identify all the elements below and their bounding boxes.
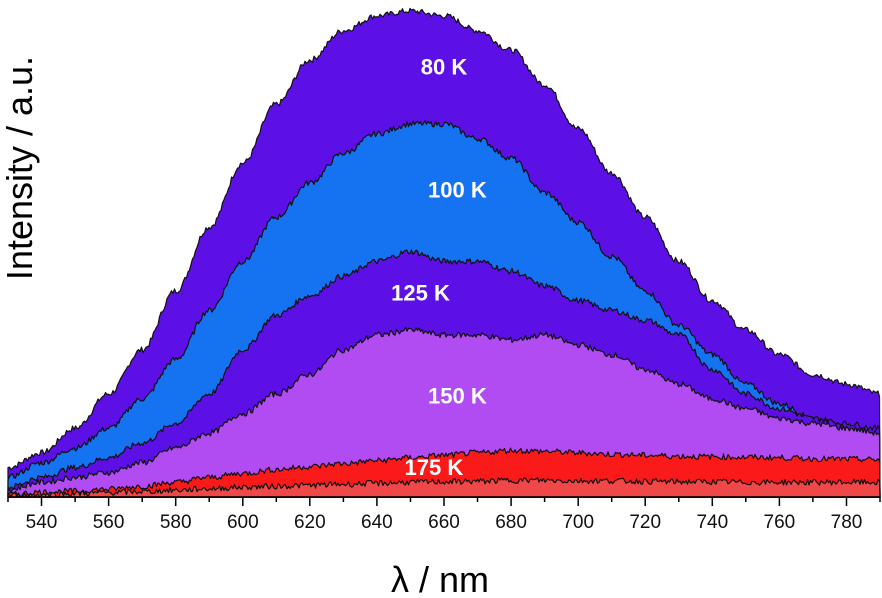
series-label: 125 K [391,281,450,306]
x-tick-label: 660 [428,512,460,533]
x-tick-label: 720 [629,512,661,533]
series-label: 150 K [428,384,487,409]
x-tick-label: 760 [764,512,796,533]
x-tick-label: 600 [227,512,259,533]
series-label: 100 K [428,178,487,203]
y-axis-label: Intensity / a.u. [0,56,40,280]
x-tick-label: 640 [361,512,393,533]
series-label: 175 K [405,455,464,480]
series-labels: 80 K 100 K 125 K 150 K 175 K [391,55,487,480]
series-areas [7,7,881,498]
series-area-baseline [7,477,881,498]
x-tick-label: 540 [26,512,58,533]
x-axis-ticks: 540 560 580 600 620 640 660 680 700 720 740 760 780 [7,497,881,533]
x-axis-label: λ / nm [391,559,489,598]
x-tick-label: 580 [160,512,192,533]
x-tick-label: 620 [294,512,326,533]
x-tick-label: 780 [831,512,863,533]
series-label: 80 K [421,55,468,80]
x-tick-label: 680 [495,512,527,533]
x-tick-label: 740 [696,512,728,533]
x-tick-label: 560 [93,512,125,533]
x-tick-label: 700 [562,512,594,533]
